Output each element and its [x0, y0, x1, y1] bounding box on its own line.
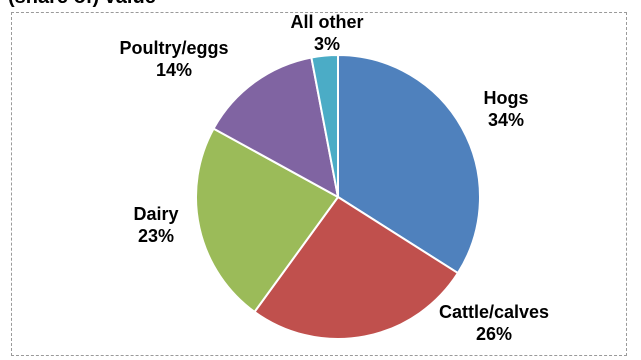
slice-label-dairy: Dairy 23% — [133, 204, 178, 246]
clipped-header: (share of) value — [8, 0, 156, 9]
slice-label-all-other: All other 3% — [290, 12, 363, 54]
pie-slice-all-other — [310, 53, 339, 198]
pie-slice-poultry-eggs — [212, 56, 340, 199]
chart-frame — [11, 12, 627, 356]
pie-slice-dairy — [195, 127, 340, 314]
pie-slices — [195, 53, 481, 340]
slice-label-hogs: Hogs 34% — [484, 88, 529, 130]
slice-label-cattle-calves: Cattle/calves 26% — [439, 302, 549, 344]
pie-labels: Hogs 34% Cattle/calves 26% Dairy 23% Poultry/e… — [119, 12, 549, 344]
pie-slice-cattle-calves — [253, 195, 460, 340]
slice-label-poultry-eggs: Poultry/eggs 14% — [119, 38, 228, 80]
